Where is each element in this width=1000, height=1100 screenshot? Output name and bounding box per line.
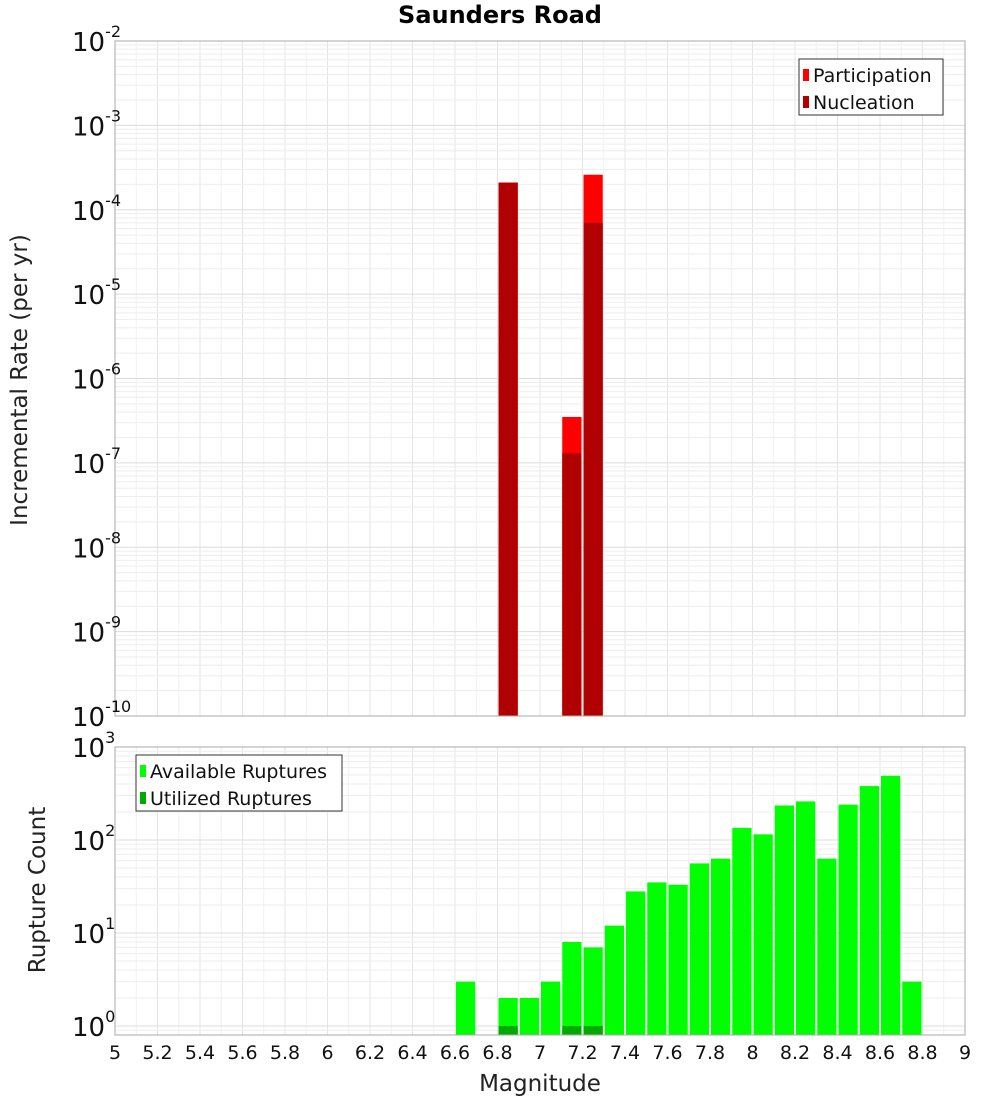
x-tick-label: 7 bbox=[534, 1042, 546, 1064]
x-tick-label: 9 bbox=[959, 1042, 971, 1064]
bottom-bar-series1 bbox=[562, 942, 582, 1035]
x-axis-label: Magnitude bbox=[479, 1071, 601, 1097]
x-tick-label: 5.4 bbox=[185, 1042, 215, 1064]
bottom-bar-series1 bbox=[668, 884, 688, 1035]
bottom-legend-label: Utilized Ruptures bbox=[150, 788, 312, 810]
x-tick-label: 6.8 bbox=[482, 1042, 512, 1064]
bottom-bar-series1 bbox=[796, 801, 816, 1035]
bottom-y-tick-label: 103 bbox=[72, 728, 115, 764]
top-frame bbox=[114, 40, 966, 717]
top-y-tick-label: 10-5 bbox=[72, 275, 121, 311]
x-tick-label: 8.6 bbox=[865, 1042, 895, 1064]
bottom-bar-series1 bbox=[902, 981, 922, 1035]
x-tick-label: 6 bbox=[321, 1042, 333, 1064]
top-bar-series2 bbox=[498, 182, 518, 716]
x-tick-label: 6.6 bbox=[440, 1042, 470, 1064]
x-tick-label: 5 bbox=[109, 1042, 121, 1064]
bottom-bar-series1 bbox=[498, 997, 518, 1035]
bottom-y-tick-label: 101 bbox=[72, 914, 115, 950]
x-tick-label: 7.2 bbox=[567, 1042, 597, 1064]
bottom-legend-swatch bbox=[140, 792, 146, 804]
bottom-legend-label: Available Ruptures bbox=[150, 761, 327, 783]
top-bar-series2 bbox=[583, 222, 603, 716]
top-y-tick-label: 10-4 bbox=[72, 191, 121, 227]
top-bar-series2 bbox=[562, 453, 582, 716]
top-y-tick-label: 10-3 bbox=[72, 106, 121, 142]
x-tick-label: 7.6 bbox=[652, 1042, 682, 1064]
top-y-tick-label: 10-10 bbox=[72, 697, 131, 733]
x-tick-label: 7.8 bbox=[695, 1042, 725, 1064]
bottom-bar-series1 bbox=[711, 858, 731, 1035]
top-legend-label: Nucleation bbox=[813, 92, 915, 114]
bottom-bar-series2 bbox=[583, 1025, 603, 1035]
x-tick-label: 7.4 bbox=[610, 1042, 640, 1064]
bottom-bar-series1 bbox=[456, 981, 476, 1035]
chart-title: Saunders Road bbox=[398, 1, 602, 29]
bottom-bar-series1 bbox=[647, 882, 667, 1035]
bottom-legend bbox=[135, 754, 343, 812]
top-legend-label: Participation bbox=[813, 65, 932, 87]
bottom-y-axis-label: Rupture Count bbox=[25, 807, 51, 973]
bottom-legend-swatch bbox=[140, 765, 146, 777]
top-y-tick-label: 10-6 bbox=[72, 360, 121, 396]
top-y-tick-label: 10-7 bbox=[72, 444, 121, 480]
bottom-bar-series1 bbox=[626, 891, 646, 1035]
bottom-bar-series1 bbox=[583, 947, 603, 1035]
x-tick-label: 8.8 bbox=[907, 1042, 937, 1064]
top-y-axis-label: Incremental Rate (per yr) bbox=[7, 234, 33, 526]
top-y-tick-label: 10-8 bbox=[72, 528, 121, 564]
x-tick-label: 5.2 bbox=[142, 1042, 172, 1064]
bottom-bar-series1 bbox=[838, 804, 858, 1035]
x-tick-label: 6.4 bbox=[397, 1042, 427, 1064]
bottom-frame bbox=[114, 746, 966, 1036]
bottom-bar-series1 bbox=[689, 863, 709, 1035]
x-tick-label: 8 bbox=[746, 1042, 758, 1064]
bottom-bar-series1 bbox=[732, 827, 752, 1035]
bottom-bar-series1 bbox=[881, 775, 901, 1035]
top-y-tick-label: 10-9 bbox=[72, 613, 121, 649]
top-legend bbox=[798, 58, 944, 116]
x-tick-label: 5.6 bbox=[227, 1042, 257, 1064]
x-tick-label: 8.2 bbox=[780, 1042, 810, 1064]
bottom-bar-series1 bbox=[859, 786, 879, 1035]
top-plot: 10-2 10-3 10-4 10-5 10-6 10-7 10-8 10-9 10-10 Par… bbox=[72, 22, 966, 733]
bottom-plot: 103 102 101 100 Available Ruptures Utilized R… bbox=[72, 728, 971, 1064]
x-tick-label: 5.8 bbox=[270, 1042, 300, 1064]
bottom-bar-series1 bbox=[817, 858, 837, 1035]
bottom-bar-series2 bbox=[498, 1025, 518, 1035]
bottom-bar-series1 bbox=[753, 834, 773, 1035]
x-tick-label: 6.2 bbox=[355, 1042, 385, 1064]
top-legend-swatch bbox=[803, 96, 809, 108]
bottom-bar-series1 bbox=[541, 981, 561, 1035]
bottom-bar-series1 bbox=[604, 925, 624, 1035]
bottom-bar-series1 bbox=[774, 805, 794, 1035]
top-legend-swatch bbox=[803, 69, 809, 81]
x-tick-label: 8.4 bbox=[822, 1042, 852, 1064]
bottom-bar-series1 bbox=[519, 997, 539, 1035]
bottom-bar-series2 bbox=[562, 1025, 582, 1035]
bottom-y-tick-label: 100 bbox=[72, 1007, 115, 1043]
bottom-y-tick-label: 102 bbox=[72, 821, 115, 857]
top-y-tick-label: 10-2 bbox=[72, 22, 121, 58]
